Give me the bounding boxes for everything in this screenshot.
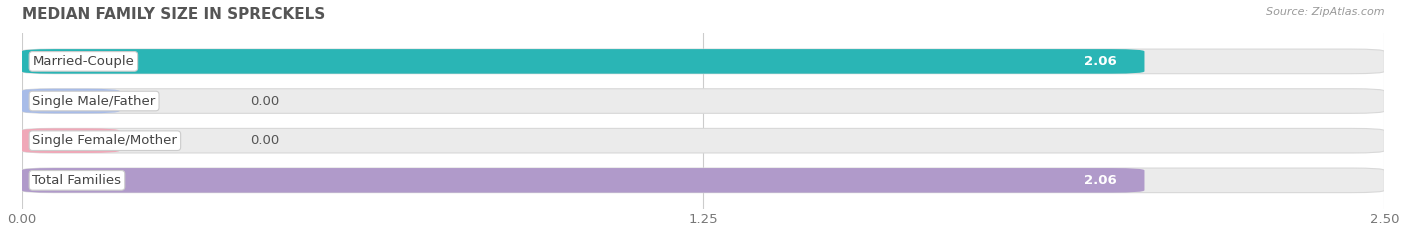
Text: Single Male/Father: Single Male/Father (32, 95, 156, 108)
Text: 2.06: 2.06 (1084, 55, 1118, 68)
FancyBboxPatch shape (21, 168, 1144, 193)
FancyBboxPatch shape (21, 49, 1385, 74)
Text: MEDIAN FAMILY SIZE IN SPRECKELS: MEDIAN FAMILY SIZE IN SPRECKELS (21, 7, 325, 22)
Text: 0.00: 0.00 (250, 95, 280, 108)
Text: Married-Couple: Married-Couple (32, 55, 135, 68)
FancyBboxPatch shape (21, 128, 120, 153)
Text: Source: ZipAtlas.com: Source: ZipAtlas.com (1267, 7, 1385, 17)
Text: 2.06: 2.06 (1084, 174, 1118, 187)
FancyBboxPatch shape (21, 89, 120, 113)
Text: 0.00: 0.00 (250, 134, 280, 147)
FancyBboxPatch shape (21, 168, 1385, 193)
Text: Total Families: Total Families (32, 174, 121, 187)
FancyBboxPatch shape (21, 89, 1385, 113)
FancyBboxPatch shape (21, 49, 1144, 74)
FancyBboxPatch shape (21, 128, 1385, 153)
Text: Single Female/Mother: Single Female/Mother (32, 134, 177, 147)
